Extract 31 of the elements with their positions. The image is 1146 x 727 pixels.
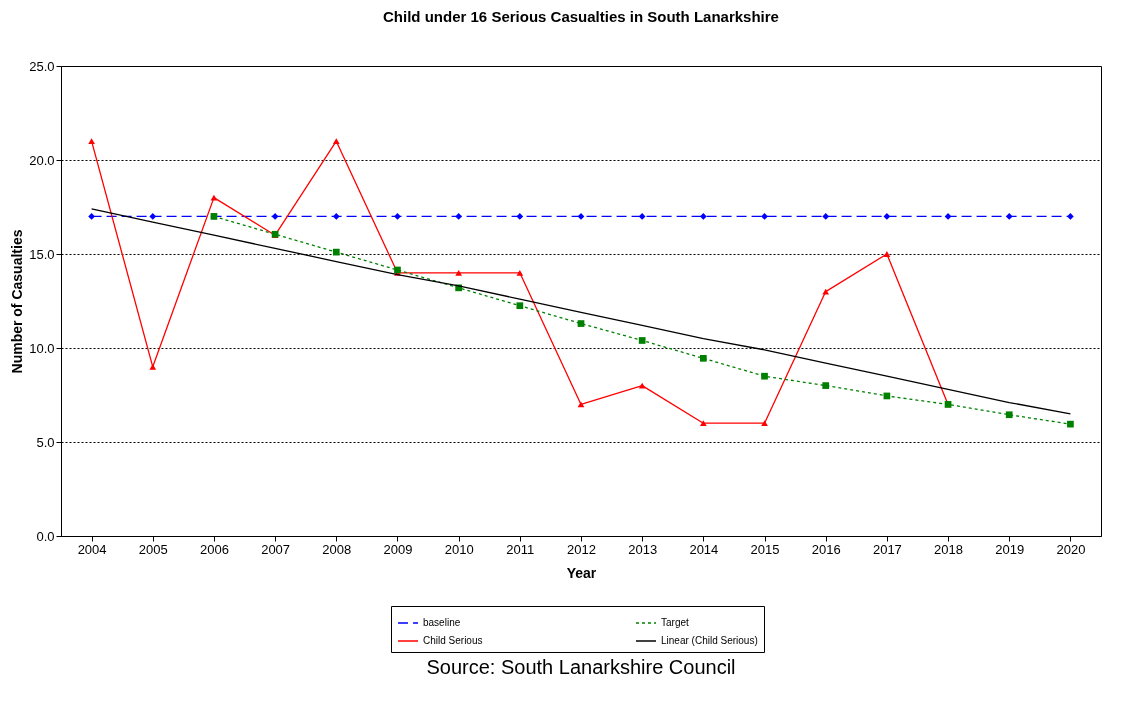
legend-label: Child Serious bbox=[423, 635, 483, 646]
x-tick-label: 2005 bbox=[138, 541, 168, 557]
x-tick-label: 2008 bbox=[322, 541, 352, 557]
x-axis-title: Year bbox=[566, 564, 597, 581]
x-tick-label: 2017 bbox=[872, 541, 902, 557]
x-tick-label: 2016 bbox=[811, 541, 841, 557]
legend-label: Linear (Child Serious) bbox=[661, 635, 758, 646]
y-tick-label: 25.0 bbox=[29, 58, 55, 74]
x-tick-label: 2012 bbox=[567, 541, 596, 557]
x-tick-label: 2019 bbox=[995, 541, 1025, 557]
x-tick-label: 2011 bbox=[506, 541, 535, 557]
x-tick-label: 2010 bbox=[444, 541, 474, 557]
x-tick-label: 2006 bbox=[199, 541, 229, 557]
legend-label: Target bbox=[661, 617, 690, 628]
y-tick-label: 5.0 bbox=[36, 434, 55, 450]
x-tick-label: 2009 bbox=[383, 541, 413, 557]
y-tick-label: 0.0 bbox=[36, 528, 55, 544]
y-tick-label: 15.0 bbox=[29, 246, 55, 262]
legend-label: baseline bbox=[423, 617, 461, 628]
x-tick-label: 2007 bbox=[261, 541, 291, 557]
x-tick-label: 2018 bbox=[934, 541, 964, 557]
x-tick-label: 2020 bbox=[1056, 541, 1086, 557]
y-tick-label: 10.0 bbox=[29, 340, 55, 356]
y-tick-label: 20.0 bbox=[29, 152, 55, 168]
chart-title: Child under 16 Serious Casualties in South Lanarkshire bbox=[383, 8, 779, 25]
x-tick-label: 2013 bbox=[628, 541, 658, 557]
x-tick-label: 2015 bbox=[750, 541, 780, 557]
y-axis-title: Number of Casualties bbox=[9, 229, 26, 374]
x-tick-label: 2004 bbox=[77, 541, 107, 557]
source-note: Source: South Lanarkshire Council bbox=[426, 656, 736, 678]
x-tick-label: 2014 bbox=[689, 541, 719, 557]
